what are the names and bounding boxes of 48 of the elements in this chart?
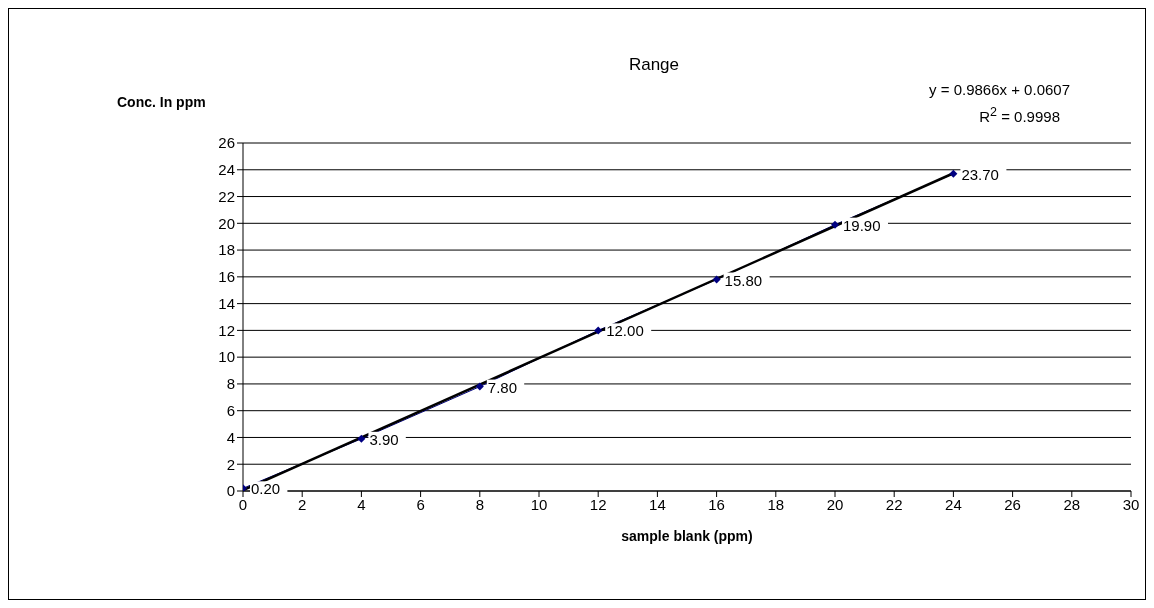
y-tick-label: 8 [226, 375, 235, 393]
x-tick-label: 12 [589, 495, 607, 513]
y-tick-label: 16 [218, 268, 235, 286]
x-axis-title: sample blank (ppm) [621, 528, 753, 544]
point [475, 382, 484, 391]
x-tick-label: 4 [357, 495, 366, 513]
chart-title: Range [627, 55, 681, 75]
x-tick-label: 10 [530, 495, 548, 513]
x-tick-label: 24 [945, 495, 962, 513]
data-label: 23.70 [961, 165, 999, 183]
data-label: 7.80 [487, 378, 517, 396]
x-tick-label: 22 [885, 495, 903, 513]
x-tick-label: 28 [1063, 495, 1081, 513]
y-tick-label: 0 [226, 482, 235, 500]
y-tick-label: 12 [218, 321, 235, 339]
y-tick-label: 6 [226, 402, 235, 420]
y-axis-title: Conc. In ppm [117, 94, 206, 110]
y-tick-label: 26 [218, 134, 235, 152]
y-tick-label: 18 [218, 241, 235, 259]
y-tick-label: 10 [218, 348, 235, 366]
x-tick-label: 14 [649, 495, 666, 513]
data-label: 15.80 [724, 271, 763, 289]
y-tick-label: 14 [218, 294, 235, 312]
x-tick-label: 26 [1004, 495, 1021, 513]
y-tick-label: 4 [226, 428, 235, 446]
x-tick-label: 6 [416, 495, 425, 513]
point [594, 326, 603, 335]
x-tick-label: 30 [1122, 495, 1140, 513]
data-label: 0.20 [251, 480, 281, 498]
data-label: 12.00 [606, 322, 644, 340]
y-tick-label: 20 [218, 214, 235, 232]
x-tick-label: 16 [708, 495, 725, 513]
point [712, 275, 721, 284]
point [357, 434, 366, 443]
point [831, 220, 839, 229]
y-tick-label: 2 [226, 455, 235, 473]
point [949, 169, 958, 178]
data-label: 3.90 [369, 430, 399, 448]
x-tick-label: 18 [767, 495, 785, 513]
data-label: 19.90 [843, 216, 881, 234]
text: R$^{2}$ = 0.9998 [979, 105, 1060, 125]
x-tick-label: 2 [298, 495, 307, 513]
y-tick-label: 24 [218, 161, 235, 179]
y-tick-label: 22 [218, 187, 235, 205]
text: y = 0.9866x + 0.0607 [929, 81, 1070, 98]
x-tick-label: 0 [238, 495, 248, 513]
x-tick-label: 20 [826, 495, 844, 513]
x-tick-label: 8 [475, 495, 484, 513]
